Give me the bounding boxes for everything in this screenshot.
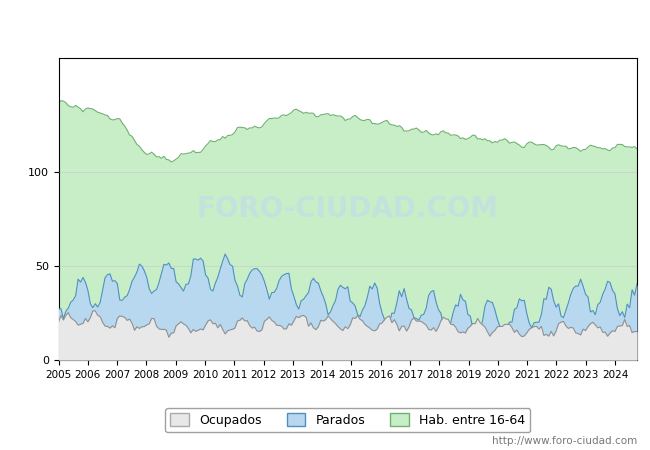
Legend: Ocupados, Parados, Hab. entre 16-64: Ocupados, Parados, Hab. entre 16-64 — [166, 409, 530, 432]
Text: FORO-CIUDAD.COM: FORO-CIUDAD.COM — [197, 195, 499, 223]
Text: Trefacio - Evolucion de la poblacion en edad de Trabajar Septiembre de 2024: Trefacio - Evolucion de la poblacion en … — [68, 17, 582, 30]
Text: http://www.foro-ciudad.com: http://www.foro-ciudad.com — [492, 436, 637, 446]
